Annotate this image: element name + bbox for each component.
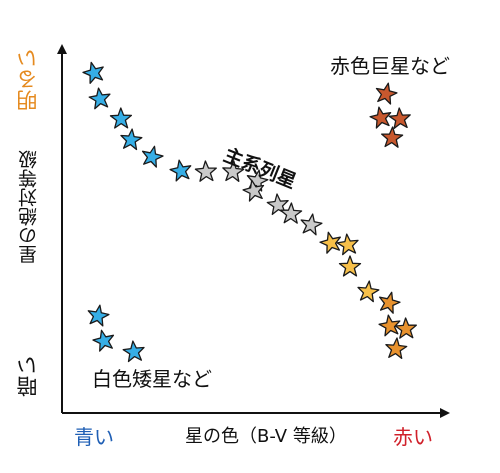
x-axis-blue-label: 青い (74, 425, 114, 449)
star-main-sequence-gray-icon (222, 160, 245, 182)
star-main-sequence-orange-icon (385, 337, 408, 360)
star-main-sequence-yellow-icon (338, 255, 362, 277)
star-main-sequence-gray-icon (300, 213, 323, 236)
star-main-sequence-orange-icon (378, 314, 401, 337)
y-axis-dark-label: 暗い (16, 355, 40, 397)
star-main-sequence-blue-icon (109, 107, 133, 129)
stars-layer (82, 61, 417, 363)
star-main-sequence-blue-icon (120, 128, 143, 151)
star-main-sequence-yellow-icon (357, 280, 380, 303)
red-giants-label: 赤色巨星など (330, 54, 450, 78)
y-axis-bright-label: 明るい (16, 48, 40, 111)
star-giant-red-icon (369, 106, 392, 129)
star-white-dwarf-blue-icon (87, 304, 110, 327)
x-axis-red-label: 赤い (393, 425, 433, 449)
star-main-sequence-blue-icon (169, 159, 192, 182)
star-main-sequence-gray-icon (194, 160, 217, 182)
star-main-sequence-gray-icon (280, 202, 303, 224)
y-axis-label: 星の絶対等級 (18, 150, 40, 264)
white-dwarfs-label: 白色矮星など (92, 367, 212, 391)
star-giant-red-icon (388, 107, 411, 129)
star-white-dwarf-blue-icon (122, 340, 145, 363)
star-main-sequence-blue-icon (88, 87, 111, 110)
star-main-sequence-orange-icon (379, 291, 401, 314)
x-axis-label: 星の色（B-V 等級） (185, 426, 347, 447)
star-main-sequence-gray-icon (242, 179, 265, 202)
star-giant-red-icon (375, 82, 398, 105)
star-main-sequence-yellow-icon (336, 233, 359, 256)
star-white-dwarf-blue-icon (92, 329, 115, 352)
star-main-sequence-gray-icon (266, 193, 289, 216)
star-main-sequence-blue-icon (82, 61, 104, 84)
star-main-sequence-orange-icon (394, 317, 417, 339)
star-main-sequence-blue-icon (141, 145, 164, 168)
star-main-sequence-yellow-icon (319, 231, 341, 254)
star-giant-red-icon (381, 126, 404, 148)
